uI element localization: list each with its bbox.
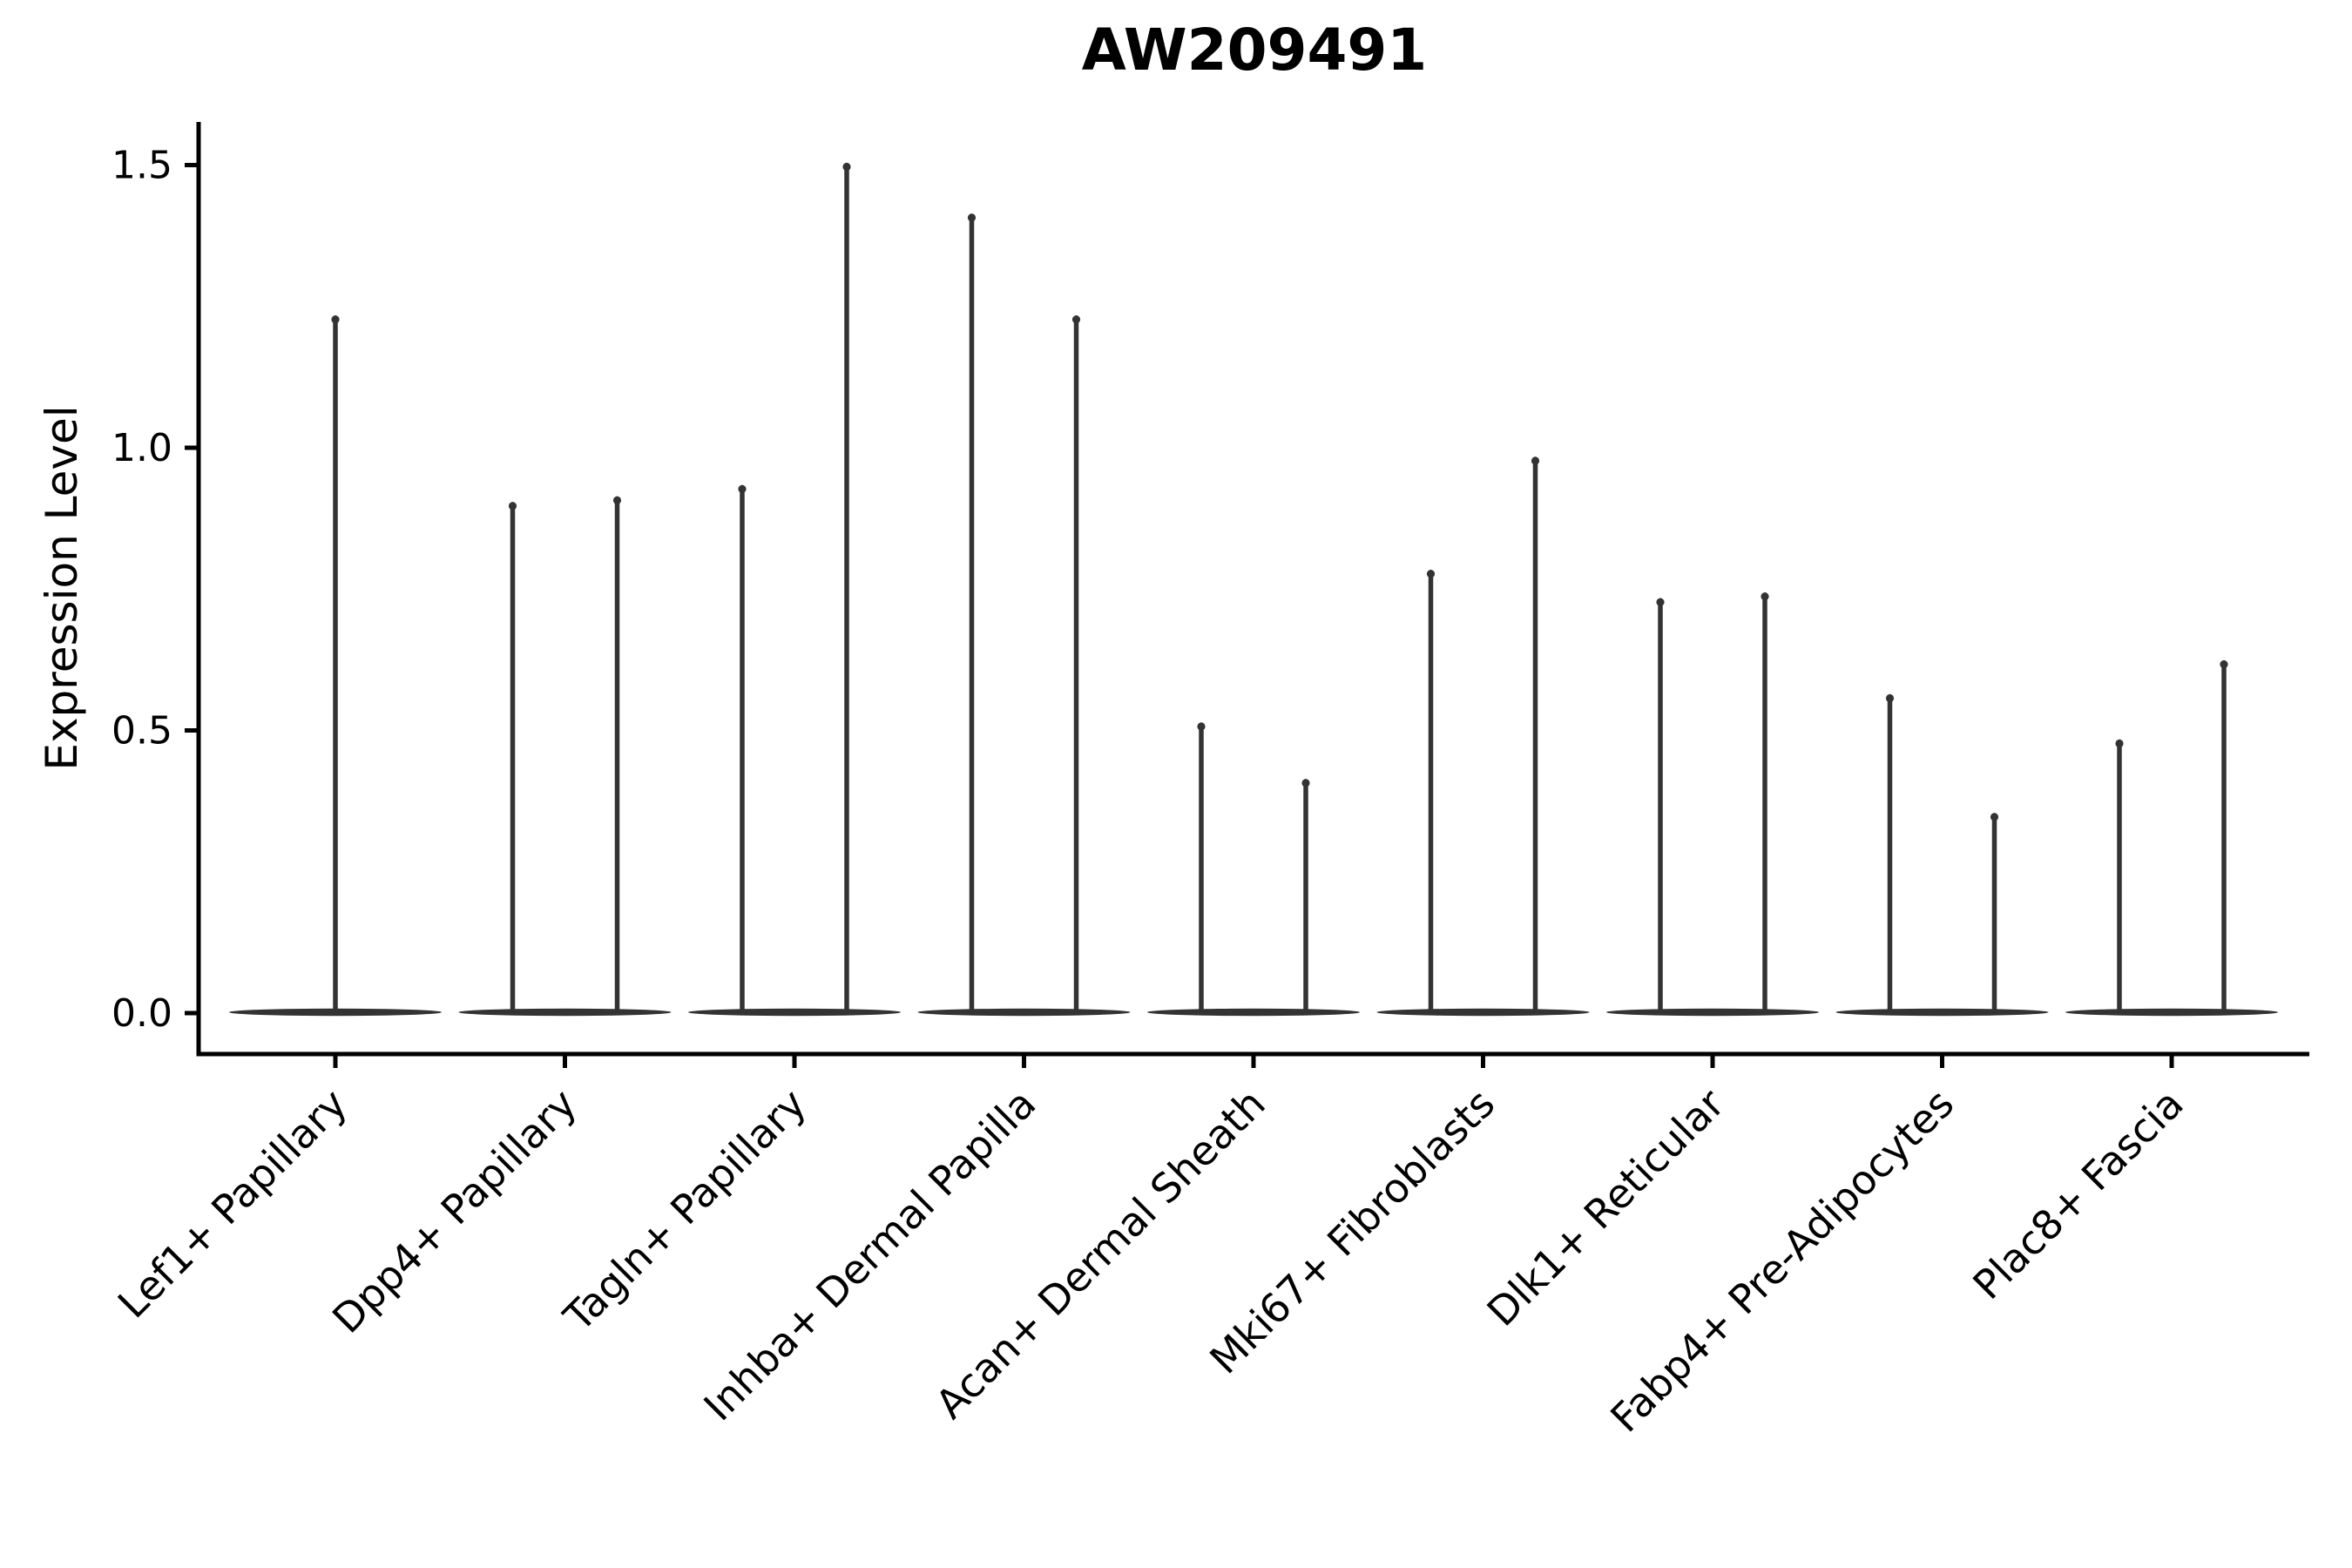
- y-tick-label: 1.5: [112, 144, 172, 188]
- violin-base: [1606, 1008, 1819, 1017]
- x-tick-label: Dpp4+ Papillary: [323, 1080, 585, 1342]
- violin-spike-tip: [612, 496, 622, 505]
- violin-layer: [229, 162, 2278, 1017]
- violin-base: [688, 1008, 901, 1017]
- violin-spike-tip: [1071, 315, 1081, 324]
- violin-spike-tip: [738, 484, 747, 494]
- violin-base: [917, 1008, 1131, 1017]
- axes-layer: [185, 122, 2309, 1068]
- violin-spike-tip: [1656, 598, 1665, 606]
- violin-spike-tip: [2115, 739, 2124, 748]
- y-tick-label: 0.0: [112, 991, 172, 1036]
- x-tick-label: Dlk1+ Reticular: [1478, 1080, 1734, 1335]
- x-tick-label: Lef1+ Papillary: [109, 1080, 356, 1328]
- x-tick-label: Plac8+ Fascia: [1963, 1080, 2192, 1308]
- chart-title: AW209491: [1082, 17, 1427, 84]
- y-axis-label: Expression Level: [37, 405, 87, 770]
- y-tick-label: 1.0: [112, 426, 172, 470]
- violin-spike-tip: [508, 502, 517, 510]
- violin-base: [1835, 1008, 2049, 1017]
- violin-base: [458, 1008, 672, 1017]
- violin-spike-tip: [1426, 570, 1436, 578]
- violin-spike-tip: [1990, 813, 1999, 821]
- y-tick-label: 0.5: [112, 709, 172, 754]
- violin-base: [1147, 1008, 1360, 1017]
- violin-base: [229, 1008, 442, 1017]
- violin-spike-tip: [1531, 456, 1540, 465]
- violin-spike-tip: [1761, 592, 1769, 601]
- violin-base: [1376, 1008, 1590, 1017]
- violin-spike-tip: [1301, 779, 1310, 787]
- violin-spike-tip: [331, 315, 340, 324]
- violin-spike-tip: [1885, 693, 1895, 703]
- violin-spike-tip: [967, 213, 977, 222]
- x-tick-label: Tagln+ Papillary: [554, 1080, 815, 1342]
- violin-spike-tip: [1197, 722, 1206, 731]
- violin-base: [2065, 1008, 2278, 1017]
- violin-spike-tip: [842, 162, 851, 172]
- violin-spike-tip: [2220, 660, 2228, 669]
